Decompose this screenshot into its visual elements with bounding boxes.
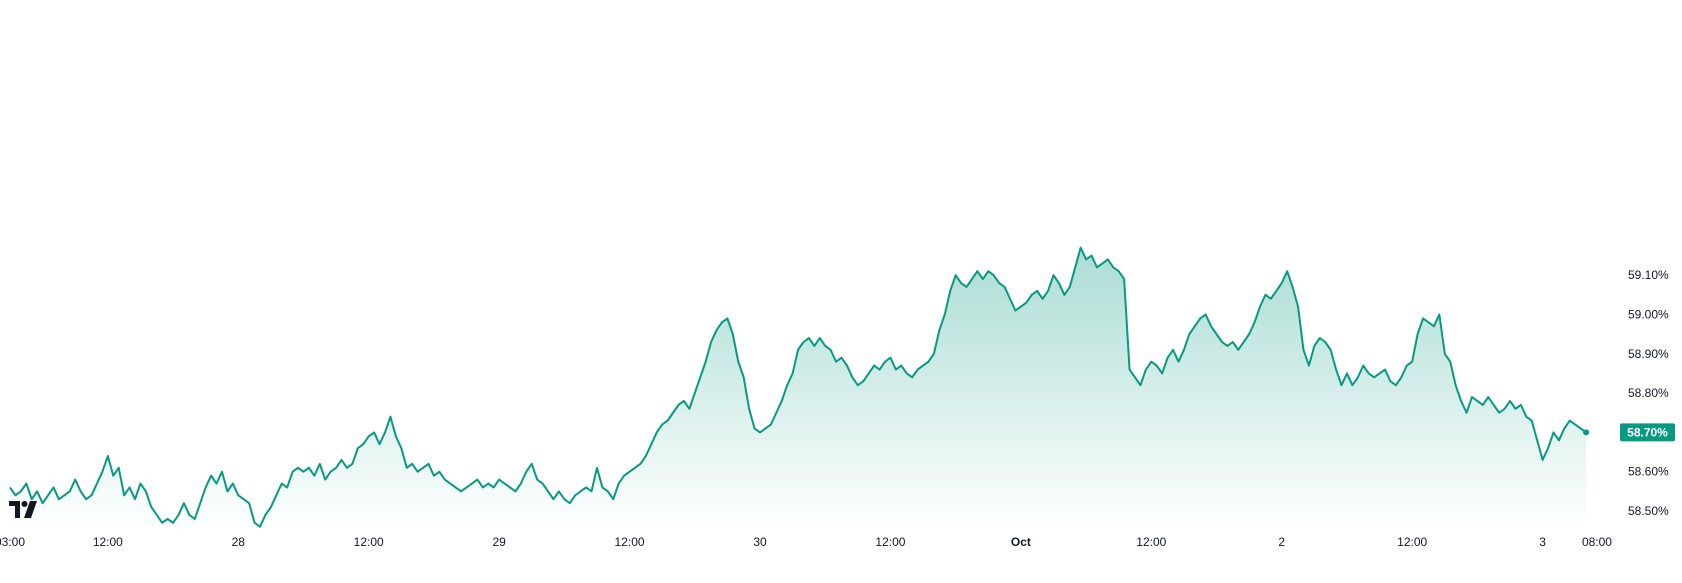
area-fill [10, 247, 1587, 527]
last-price-marker: 58.70% [1620, 423, 1675, 442]
x-tick-label: Oct [1011, 535, 1031, 549]
y-tick-label: 59.00% [1628, 307, 1669, 321]
last-price-label: 58.70% [1627, 425, 1668, 439]
x-tick-label: 2 [1278, 535, 1285, 549]
series-line[interactable] [9, 246, 1587, 528]
x-tick-label: 28 [232, 535, 246, 549]
x-axis[interactable]: 03:00 12:00 28 12:00 29 12:00 30 12:00 Oct 12:00 2… [0, 535, 1612, 549]
y-tick-label: 58.90% [1628, 347, 1669, 361]
tradingview-logo-icon[interactable] [9, 501, 41, 519]
x-tick-label: 12:00 [615, 535, 645, 549]
y-tick-label: 58.80% [1628, 386, 1669, 400]
x-tick-label: 08:00 [1582, 535, 1612, 549]
x-tick-label: 03:00 [0, 535, 25, 549]
x-tick-label: 30 [753, 535, 767, 549]
x-tick-label: 29 [492, 535, 506, 549]
x-tick-label: 12:00 [1397, 535, 1427, 549]
y-tick-label: 58.60% [1628, 465, 1669, 479]
y-axis[interactable]: 58.50% 58.60% 58.80% 58.90% 59.00% 59.10% [1628, 268, 1669, 518]
y-tick-label: 58.50% [1628, 504, 1669, 518]
y-tick-label: 59.10% [1628, 268, 1669, 282]
x-tick-label: 12:00 [1136, 535, 1166, 549]
last-price-badge [1620, 423, 1675, 442]
x-tick-label: 3 [1539, 535, 1546, 549]
x-tick-label: 12:00 [354, 535, 384, 549]
plot-area [9, 246, 1590, 528]
x-tick-label: 12:00 [93, 535, 123, 549]
x-tick-label: 12:00 [875, 535, 905, 549]
last-point-dot [1583, 429, 1590, 436]
